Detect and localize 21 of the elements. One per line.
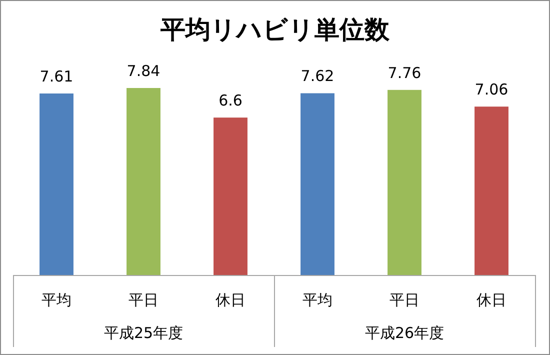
chart-title: 平均リハビリ単位数 <box>160 15 390 44</box>
data-label: 7.62 <box>300 67 334 86</box>
x-tick-label: 平日 <box>390 291 420 309</box>
text: 平成26年度 <box>364 324 444 342</box>
bar <box>126 88 160 275</box>
x-tick-label: 平均 <box>42 291 72 309</box>
x-tick-label: 休日 <box>476 291 506 309</box>
bar <box>388 90 422 275</box>
bar <box>300 93 334 275</box>
data-label: 7.06 <box>474 80 508 99</box>
x-tick-label: 平均 <box>302 291 332 309</box>
x-tick-label: 平日 <box>128 291 158 309</box>
data-label: 7.76 <box>388 64 422 82</box>
data-label: 7.61 <box>40 67 74 86</box>
bar <box>474 106 508 275</box>
data-label: 7.84 <box>126 62 160 80</box>
bar <box>40 93 74 275</box>
data-label: 6.6 <box>218 92 242 110</box>
text: 平成25年度 <box>104 324 184 342</box>
x-tick-label: 休日 <box>216 291 246 309</box>
bar <box>214 118 248 275</box>
